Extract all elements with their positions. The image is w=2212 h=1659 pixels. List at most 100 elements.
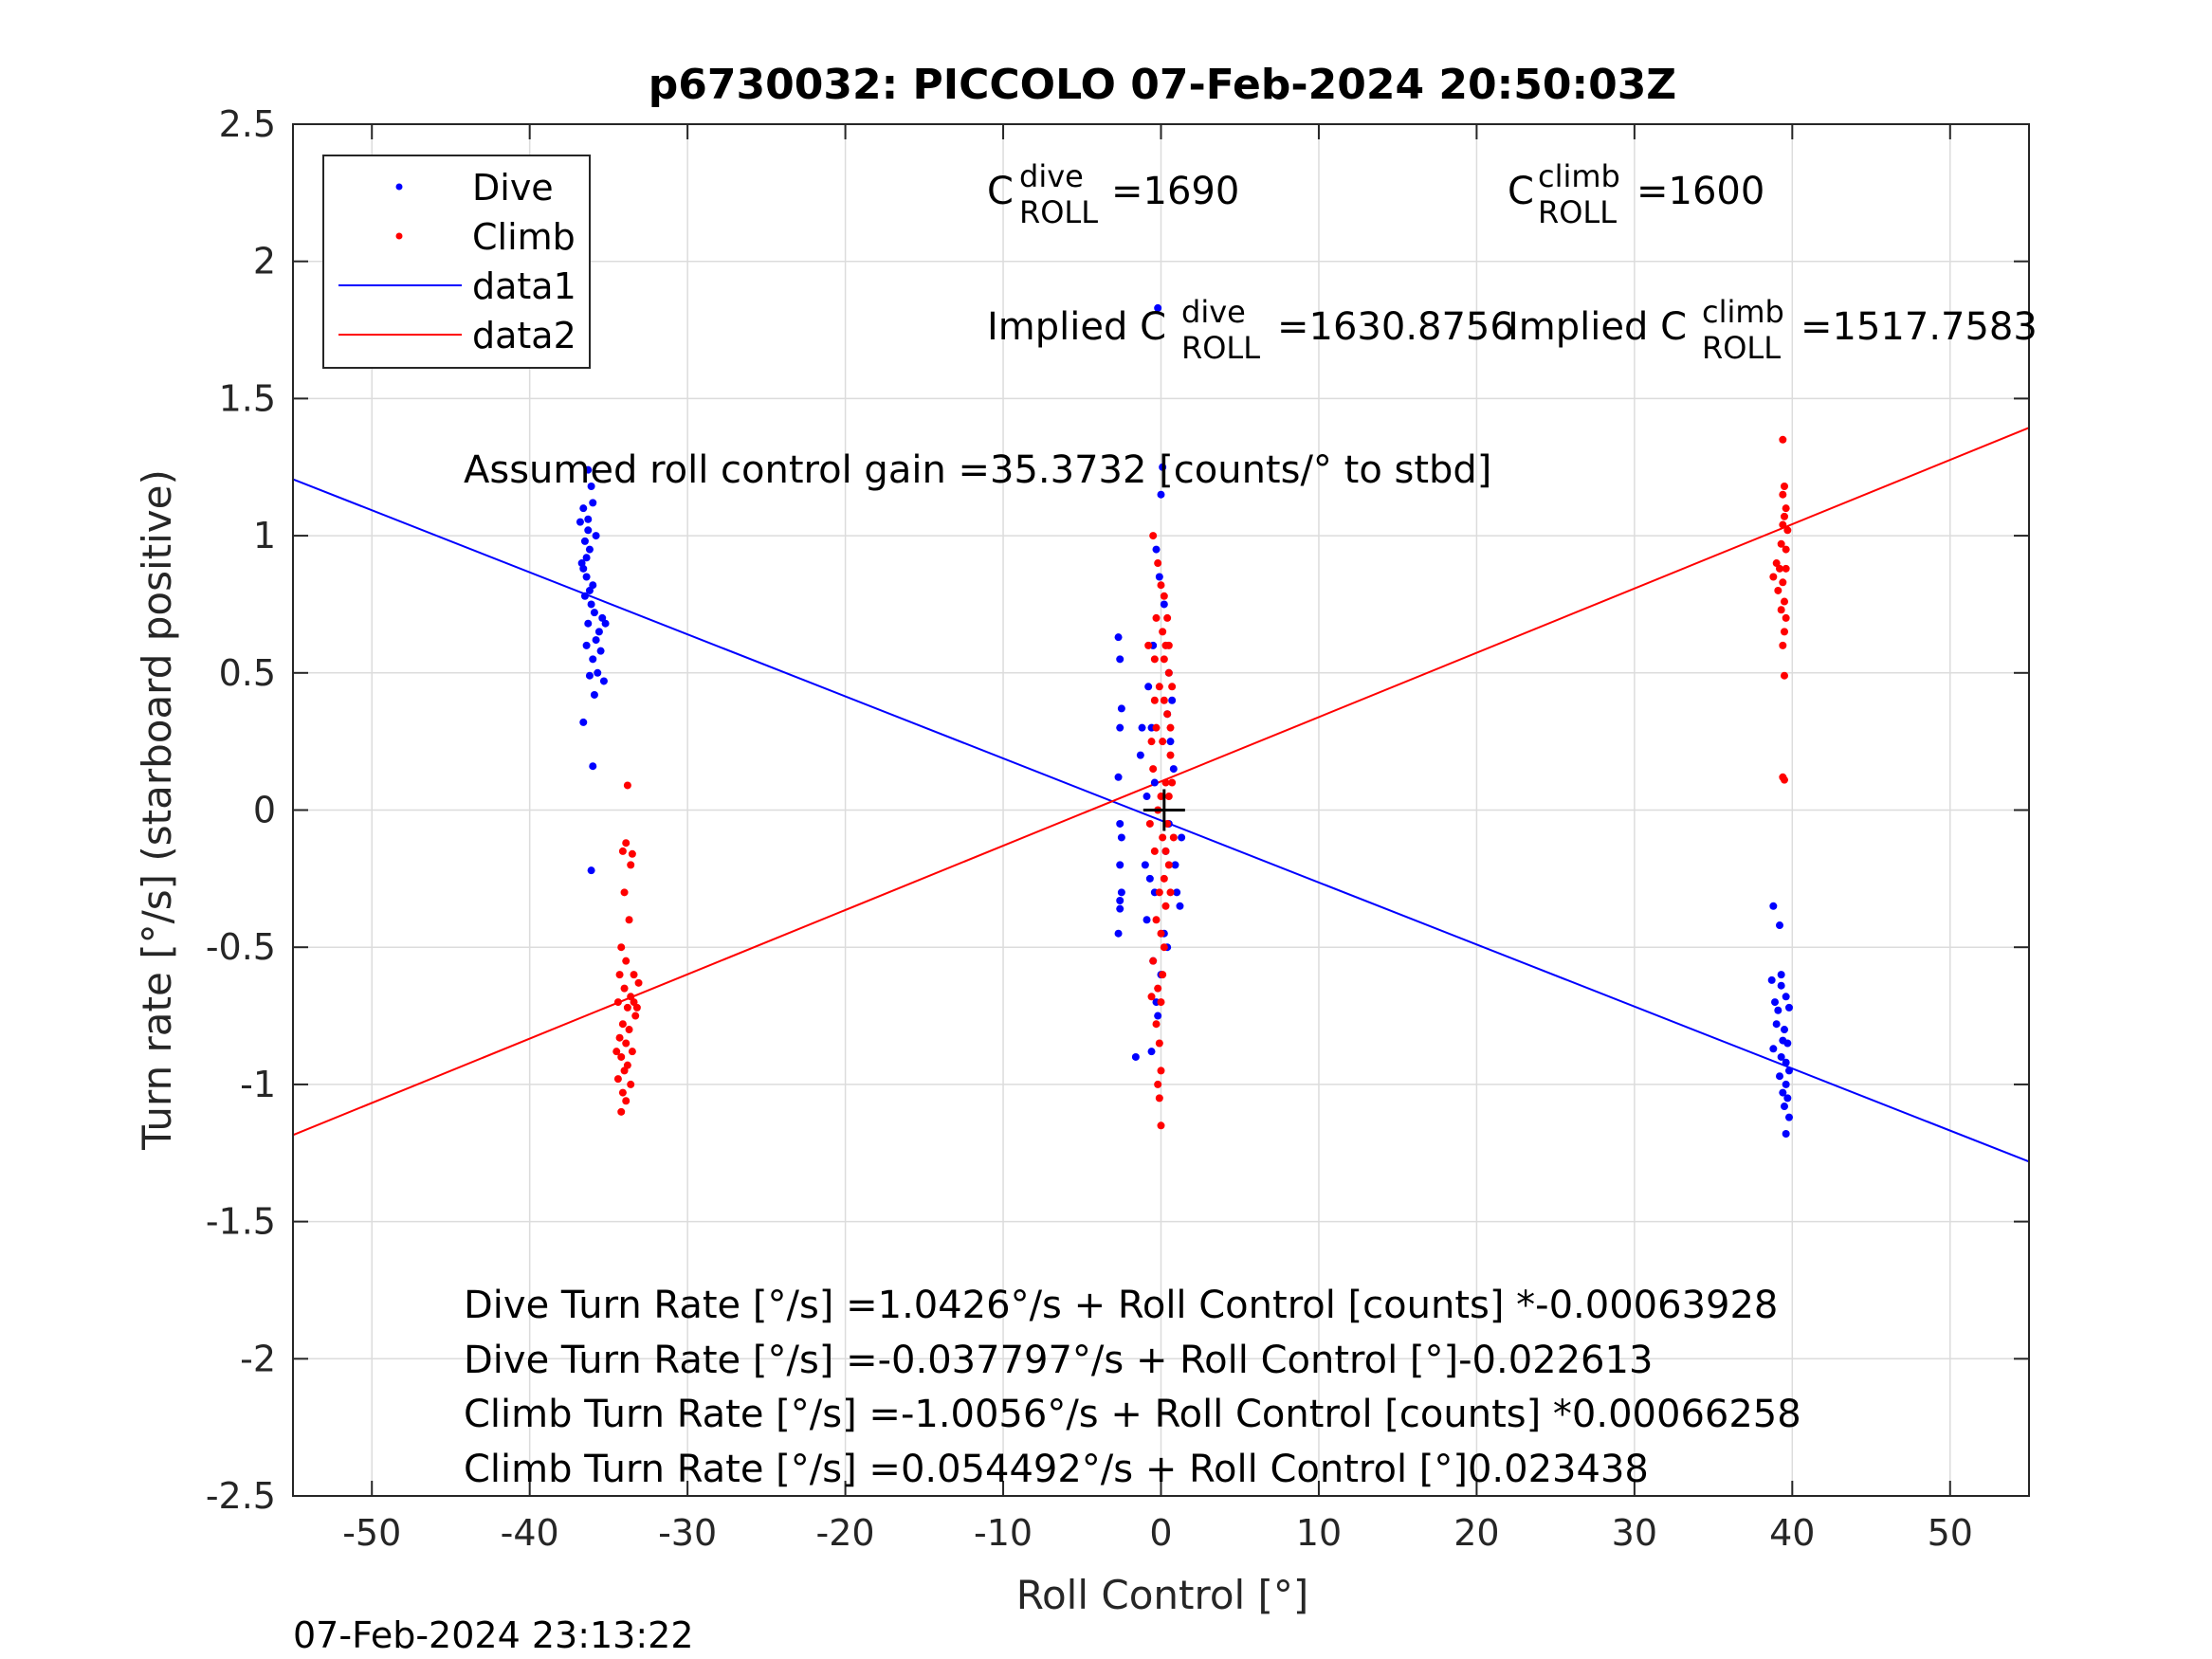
generated-timestamp: 07-Feb-2024 23:13:22 <box>293 1614 694 1656</box>
dive-point <box>590 609 598 617</box>
climb-point <box>1150 847 1159 855</box>
dive-point <box>1155 573 1163 581</box>
dive-point <box>1114 773 1123 781</box>
legend-marker-dive <box>395 183 403 191</box>
equation-line-3: Climb Turn Rate [°/s] =-1.0056°/s + Roll… <box>464 1393 1801 1436</box>
dive-point <box>584 619 593 628</box>
dive-point <box>599 677 608 685</box>
climb-point <box>1149 957 1158 965</box>
crosshair-marker <box>1143 789 1185 831</box>
dive-point <box>587 600 595 609</box>
dive-point <box>1782 1129 1790 1138</box>
dive-point <box>1769 902 1778 910</box>
dive-point <box>589 762 597 771</box>
climb-point <box>1782 545 1790 554</box>
dive-point <box>1774 1006 1782 1014</box>
fit-lines-layer <box>292 427 2030 1163</box>
legend-label-data2: data2 <box>472 315 576 356</box>
dive-point <box>587 483 595 491</box>
dive-point <box>1116 655 1124 664</box>
climb-point <box>617 943 626 952</box>
dive-point <box>1776 1072 1784 1081</box>
y-tick-label: 1 <box>253 515 276 556</box>
climb-point <box>623 1003 631 1012</box>
dive-point <box>592 532 600 540</box>
climb-point <box>1782 564 1790 573</box>
climb-point <box>1169 833 1178 842</box>
dive-point <box>1780 1103 1788 1111</box>
dive-point <box>576 518 584 526</box>
climb-point <box>631 1012 640 1020</box>
climb-point <box>1777 606 1785 614</box>
climb-point <box>612 1048 621 1056</box>
climb-point <box>615 971 624 979</box>
y-tick-label: 2 <box>253 241 276 283</box>
climb-point <box>623 781 631 790</box>
y-tick-label: 0 <box>253 790 276 831</box>
climb-point <box>1783 526 1792 535</box>
climb-point <box>613 998 622 1007</box>
climb-point <box>1157 581 1165 590</box>
climb-point <box>1144 641 1153 649</box>
climb-point <box>1772 559 1781 568</box>
dive-point <box>1160 600 1168 609</box>
climb-point <box>625 1026 633 1034</box>
dive-point <box>1771 998 1780 1007</box>
dive-point <box>1116 861 1124 869</box>
x-tick-label: 30 <box>1612 1512 1657 1554</box>
climb-point <box>1159 628 1167 636</box>
climb-point <box>1152 1020 1161 1029</box>
series-dive <box>576 303 1793 1138</box>
dive-point <box>584 465 593 474</box>
climb-point <box>1780 512 1788 520</box>
dive-point <box>584 515 593 523</box>
dive-point <box>589 655 597 664</box>
dive-point <box>590 690 598 699</box>
x-tick-label: 20 <box>1453 1512 1499 1554</box>
climb-point <box>618 1088 627 1097</box>
x-tick-label: -20 <box>816 1512 875 1554</box>
dive-point <box>1767 975 1776 984</box>
climb-point <box>634 978 643 987</box>
climb-point <box>1161 778 1170 787</box>
dive-point <box>1171 861 1179 869</box>
dive-point <box>589 499 597 507</box>
implied-dive-value: =1630.8756 <box>1277 305 1514 349</box>
climb-point <box>1160 696 1168 704</box>
climb-point <box>628 849 636 858</box>
y-tick-label: -0.5 <box>206 926 276 968</box>
dive-point <box>1159 463 1167 471</box>
dive-point <box>582 573 591 581</box>
climb-point <box>1154 559 1162 568</box>
chart-title: p6730032: PICCOLO 07-Feb-2024 20:50:03Z <box>649 61 1676 109</box>
dive-point <box>1176 902 1184 910</box>
c-roll-dive-sub: ROLL <box>1019 194 1098 230</box>
dive-point <box>1784 1003 1793 1012</box>
dive-point <box>592 636 600 645</box>
climb-point <box>1161 902 1170 910</box>
climb-point <box>1164 861 1173 869</box>
climb-point <box>1147 993 1156 1001</box>
y-tick-label: 2.5 <box>219 103 276 145</box>
x-tick-label: 40 <box>1769 1512 1815 1554</box>
climb-point <box>1160 943 1168 952</box>
climb-point <box>1150 696 1159 704</box>
y-tick-label: -1.5 <box>206 1201 276 1243</box>
implied-c-roll-climb-annotation: Implied C climb ROLL =1517.7583 <box>1508 294 2038 366</box>
axes-box <box>292 123 2030 1497</box>
y-axis-label: Turn rate [°/s] (starboard positive) <box>134 469 180 1151</box>
dive-point <box>589 581 597 590</box>
climb-point <box>1769 573 1778 581</box>
dive-point <box>579 504 588 513</box>
climb-point <box>1157 929 1165 938</box>
implied-dive-sup: dive <box>1181 294 1246 330</box>
dive-point <box>1116 897 1124 905</box>
dive-point <box>1782 993 1790 1001</box>
climb-point <box>627 1080 635 1088</box>
climb-point <box>1147 738 1156 746</box>
c-roll-dive-value: =1690 <box>1111 170 1239 213</box>
climb-point <box>1779 641 1787 649</box>
climb-point <box>620 984 629 993</box>
dive-point <box>1144 683 1153 691</box>
dive-point <box>1777 1052 1785 1061</box>
